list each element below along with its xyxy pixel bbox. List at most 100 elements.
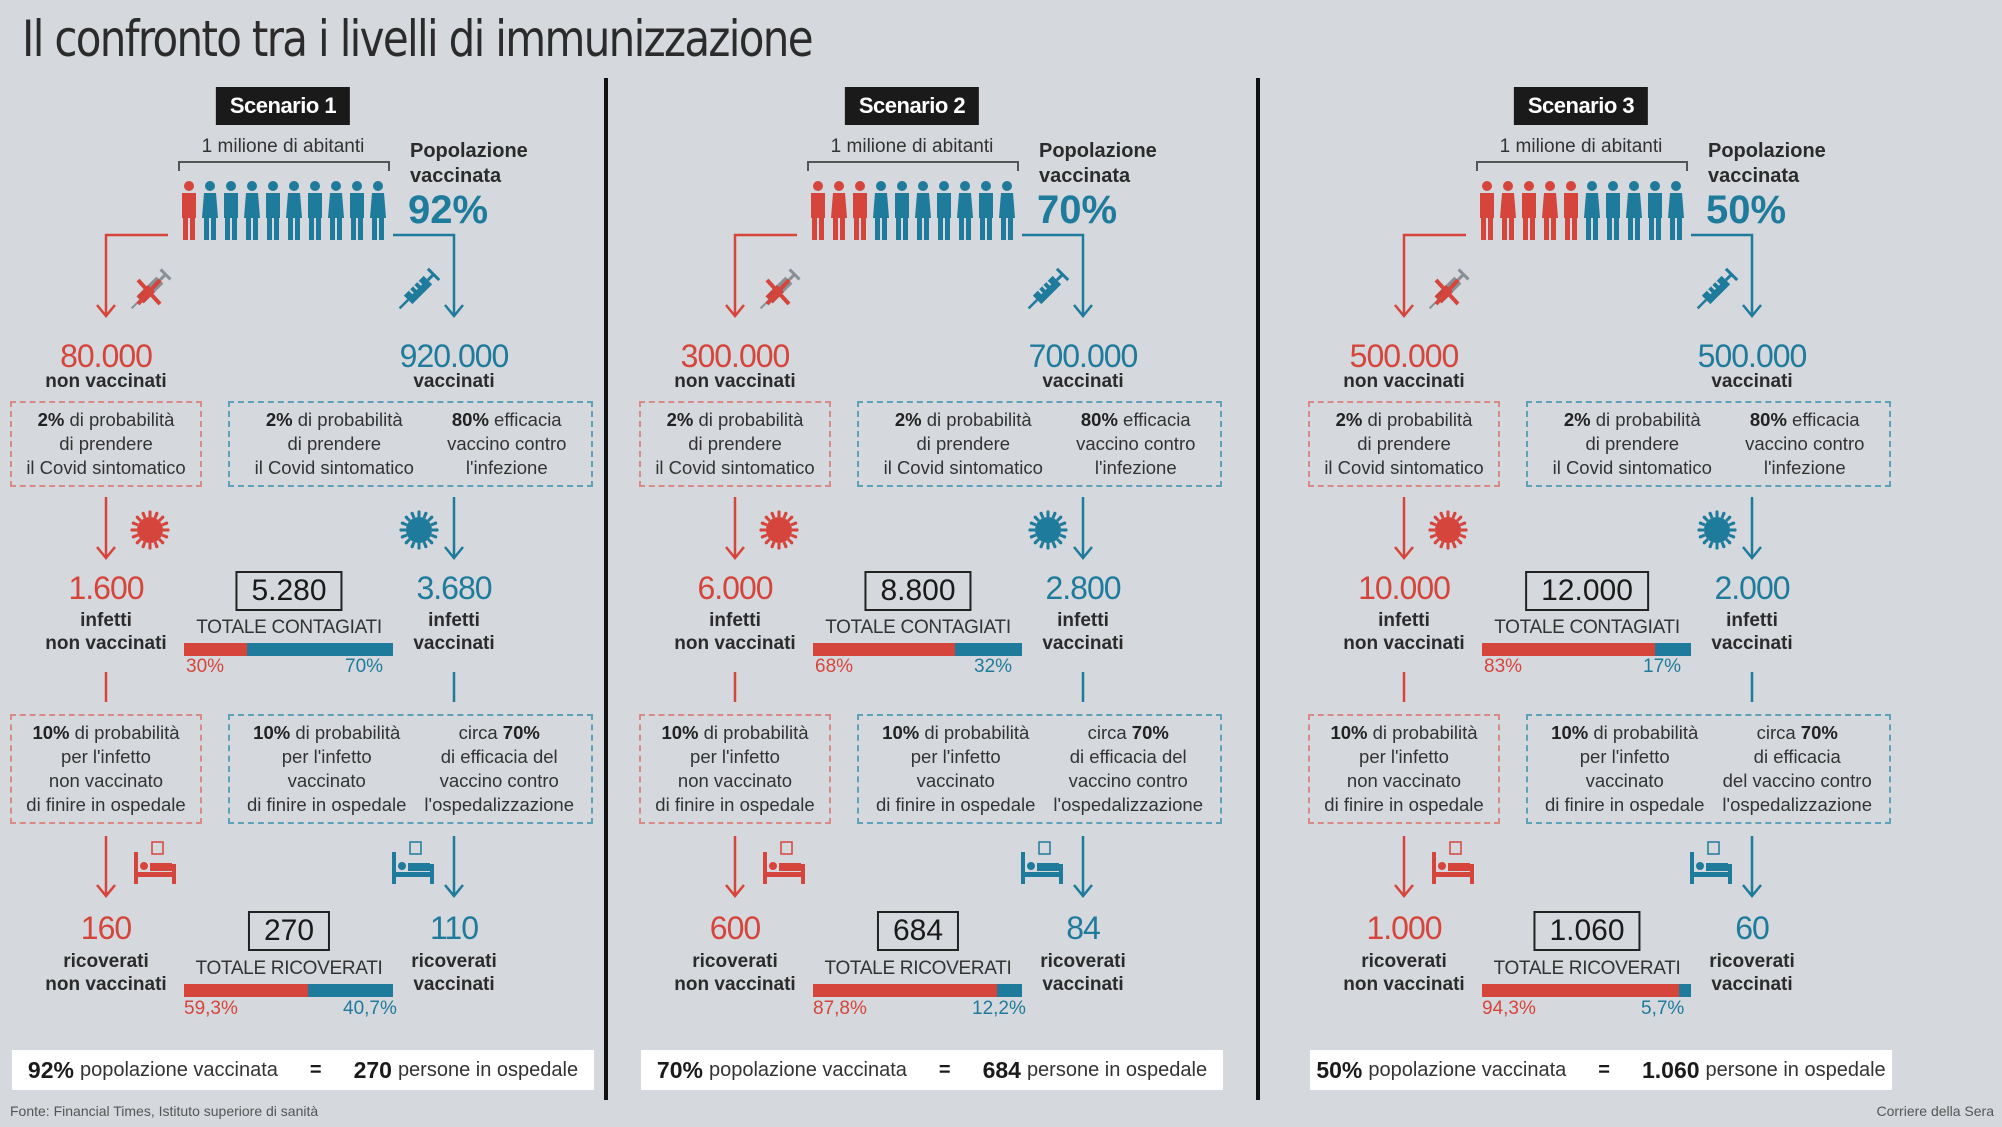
bar-segment-unvaccinated — [184, 643, 247, 656]
arrow-unvaccinated-infection — [1394, 497, 1414, 560]
total-infected: 12.000 — [1525, 571, 1649, 611]
arrow-unvaccinated-hospital — [1394, 836, 1414, 898]
unvaccinated-label: non vaccinati — [674, 371, 796, 392]
infected-unvaccinated-count: 10.000 — [1358, 570, 1451, 606]
publisher-credit: Corriere della Sera — [1876, 1103, 1995, 1119]
people-pictogram — [1478, 180, 1685, 240]
source-note: Fonte: Financial Times, Istituto superio… — [10, 1103, 319, 1119]
person-icon-vaccinated — [1584, 181, 1600, 240]
infection-probability-unvaccinated: 2% di probabilità di prendere il Covid s… — [639, 401, 831, 487]
population-label: 1 milione di abitanti — [1499, 136, 1663, 157]
total-hospitalized: 270 — [247, 911, 331, 951]
infected-vaccinated-label: infetti vaccinati — [1042, 610, 1124, 654]
person-icon-vaccinated — [999, 181, 1015, 240]
virus-icon-blue — [1028, 510, 1068, 550]
scenario-badge: Scenario 3 — [1513, 87, 1649, 125]
hospitalized-split-bar — [184, 984, 393, 997]
pop-label-line2: vaccinata — [1039, 165, 1131, 187]
box-text: 10% di probabilità per l'infetto non vac… — [1324, 722, 1484, 815]
arrow-vaccinated-hospital — [1742, 836, 1762, 898]
arrow-unvaccinated-split — [96, 233, 168, 318]
vaccinated-label: vaccinati — [1711, 371, 1793, 392]
person-icon-vaccinated — [350, 181, 364, 240]
box-text-probability: 2% di probabilità di prendere il Covid s… — [1552, 409, 1712, 478]
person-icon-unvaccinated — [182, 181, 196, 240]
population-bracket — [178, 161, 390, 171]
scenario-column-1: Scenario 1 1 milione di abitanti Popolaz… — [0, 0, 600, 1127]
total-infected: 5.280 — [235, 571, 343, 611]
arrow-vaccinated-split — [1691, 233, 1762, 318]
arrow-vaccinated-infection — [444, 497, 464, 560]
person-icon-unvaccinated — [1522, 181, 1536, 240]
box-text-probability: 2% di probabilità di prendere il Covid s… — [254, 409, 414, 478]
scenario-summary: 70% popolazione vaccinata = 684 persone … — [641, 1050, 1223, 1090]
bar-segment-vaccinated — [307, 984, 393, 997]
box-text: 10% di probabilità per l'infetto non vac… — [26, 722, 186, 815]
person-icon-unvaccinated — [1542, 181, 1558, 240]
hospitalized-pct-vaccinated: 40,7% — [343, 998, 397, 1019]
total-hospitalized: 1.060 — [1533, 911, 1641, 951]
box-text-probability: 10% di probabilità per l'infetto vaccina… — [876, 722, 1036, 815]
page-title: Il confronto tra i livelli di immunizzaz… — [22, 10, 814, 68]
person-icon-unvaccinated — [831, 181, 847, 240]
bar-segment-vaccinated — [246, 643, 393, 656]
hospitalized-split-bar — [813, 984, 1022, 997]
vaccinated-population-label: Popolazione vaccinata — [1708, 139, 1826, 189]
summary-text-end: persone in ospedale — [1705, 1058, 1886, 1081]
arrow-vaccinated-infection — [1742, 497, 1762, 560]
vaccinated-count: 500.000 — [1697, 338, 1808, 374]
cross-mark — [136, 278, 162, 306]
hospital-bed-icon-blue — [392, 841, 434, 884]
hospitalized-pct-unvaccinated: 59,3% — [184, 998, 238, 1019]
population-bracket — [807, 161, 1019, 171]
box-text-efficacy: circa 70% di efficacia del vaccino contr… — [1722, 722, 1872, 815]
hospital-probability-unvaccinated: 10% di probabilità per l'infetto non vac… — [1308, 714, 1500, 824]
infection-probability-unvaccinated: 2% di probabilità di prendere il Covid s… — [10, 401, 202, 487]
person-icon-vaccinated — [915, 181, 931, 240]
bar-segment-vaccinated — [996, 984, 1022, 997]
pop-label-line2: vaccinata — [1708, 165, 1800, 187]
vaccine-syringe-icon — [1696, 267, 1739, 310]
box-text-efficacy: circa 70% di efficacia del vaccino contr… — [1053, 722, 1203, 815]
person-icon-vaccinated — [1606, 181, 1620, 240]
infected-pct-unvaccinated: 83% — [1484, 656, 1523, 677]
person-icon-vaccinated — [873, 181, 889, 240]
vaccinated-label: vaccinati — [1042, 371, 1124, 392]
hospital-bed-icon-blue — [1690, 841, 1732, 884]
arrow-vaccinated-hospital — [1073, 836, 1093, 898]
population-label: 1 milione di abitanti — [201, 136, 365, 157]
bar-segment-unvaccinated — [184, 984, 308, 997]
bar-segment-vaccinated — [1655, 643, 1691, 656]
hospitalized-unvaccinated-label: ricoverati non vaccinati — [674, 951, 796, 995]
arrow-unvaccinated-split — [1394, 233, 1466, 318]
summary-text: popolazione vaccinata — [79, 1058, 278, 1081]
virus-icon-red — [130, 510, 170, 550]
summary-text-end: persone in ospedale — [1026, 1058, 1208, 1081]
pop-label-line1: Popolazione — [410, 140, 528, 162]
pop-label-line2: vaccinata — [410, 165, 502, 187]
total-hospitalized-label: TOTALE RICOVERATI — [1493, 958, 1681, 979]
box-text-efficacy: 80% efficacia vaccino contro l'infezione — [447, 409, 567, 478]
arrow-vaccinated-split — [1022, 233, 1093, 318]
vaccinated-count: 920.000 — [399, 338, 510, 374]
total-hospitalized-label: TOTALE RICOVERATI — [195, 958, 383, 979]
infected-unvaccinated-count: 6.000 — [697, 570, 773, 606]
summary-hospital-count: 684 — [982, 1056, 1021, 1083]
bar-segment-unvaccinated — [1482, 643, 1656, 656]
vaccinated-percentage: 92% — [408, 188, 489, 232]
hospital-probability-vaccinated: 10% di probabilità per l'infetto vaccina… — [857, 714, 1222, 824]
infected-vaccinated-count: 2.800 — [1045, 570, 1121, 606]
summary-percentage: 50% — [1316, 1056, 1363, 1083]
box-text-efficacy: circa 70% di efficacia del vaccino contr… — [424, 722, 574, 815]
hospital-bed-icon-red — [1432, 841, 1474, 884]
people-pictogram — [180, 180, 387, 240]
infected-pct-vaccinated: 17% — [1643, 656, 1682, 677]
vaccine-syringe-icon — [1027, 267, 1070, 310]
hospital-probability-vaccinated: 10% di probabilità per l'infetto vaccina… — [228, 714, 593, 824]
total-infected: 8.800 — [864, 571, 972, 611]
cross-mark — [765, 278, 791, 306]
hospitalized-unvaccinated-count: 600 — [709, 910, 761, 946]
person-icon-vaccinated — [286, 181, 302, 240]
hospitalized-pct-unvaccinated: 94,3% — [1482, 998, 1536, 1019]
summary-hospital-count: 1.060 — [1641, 1056, 1700, 1083]
